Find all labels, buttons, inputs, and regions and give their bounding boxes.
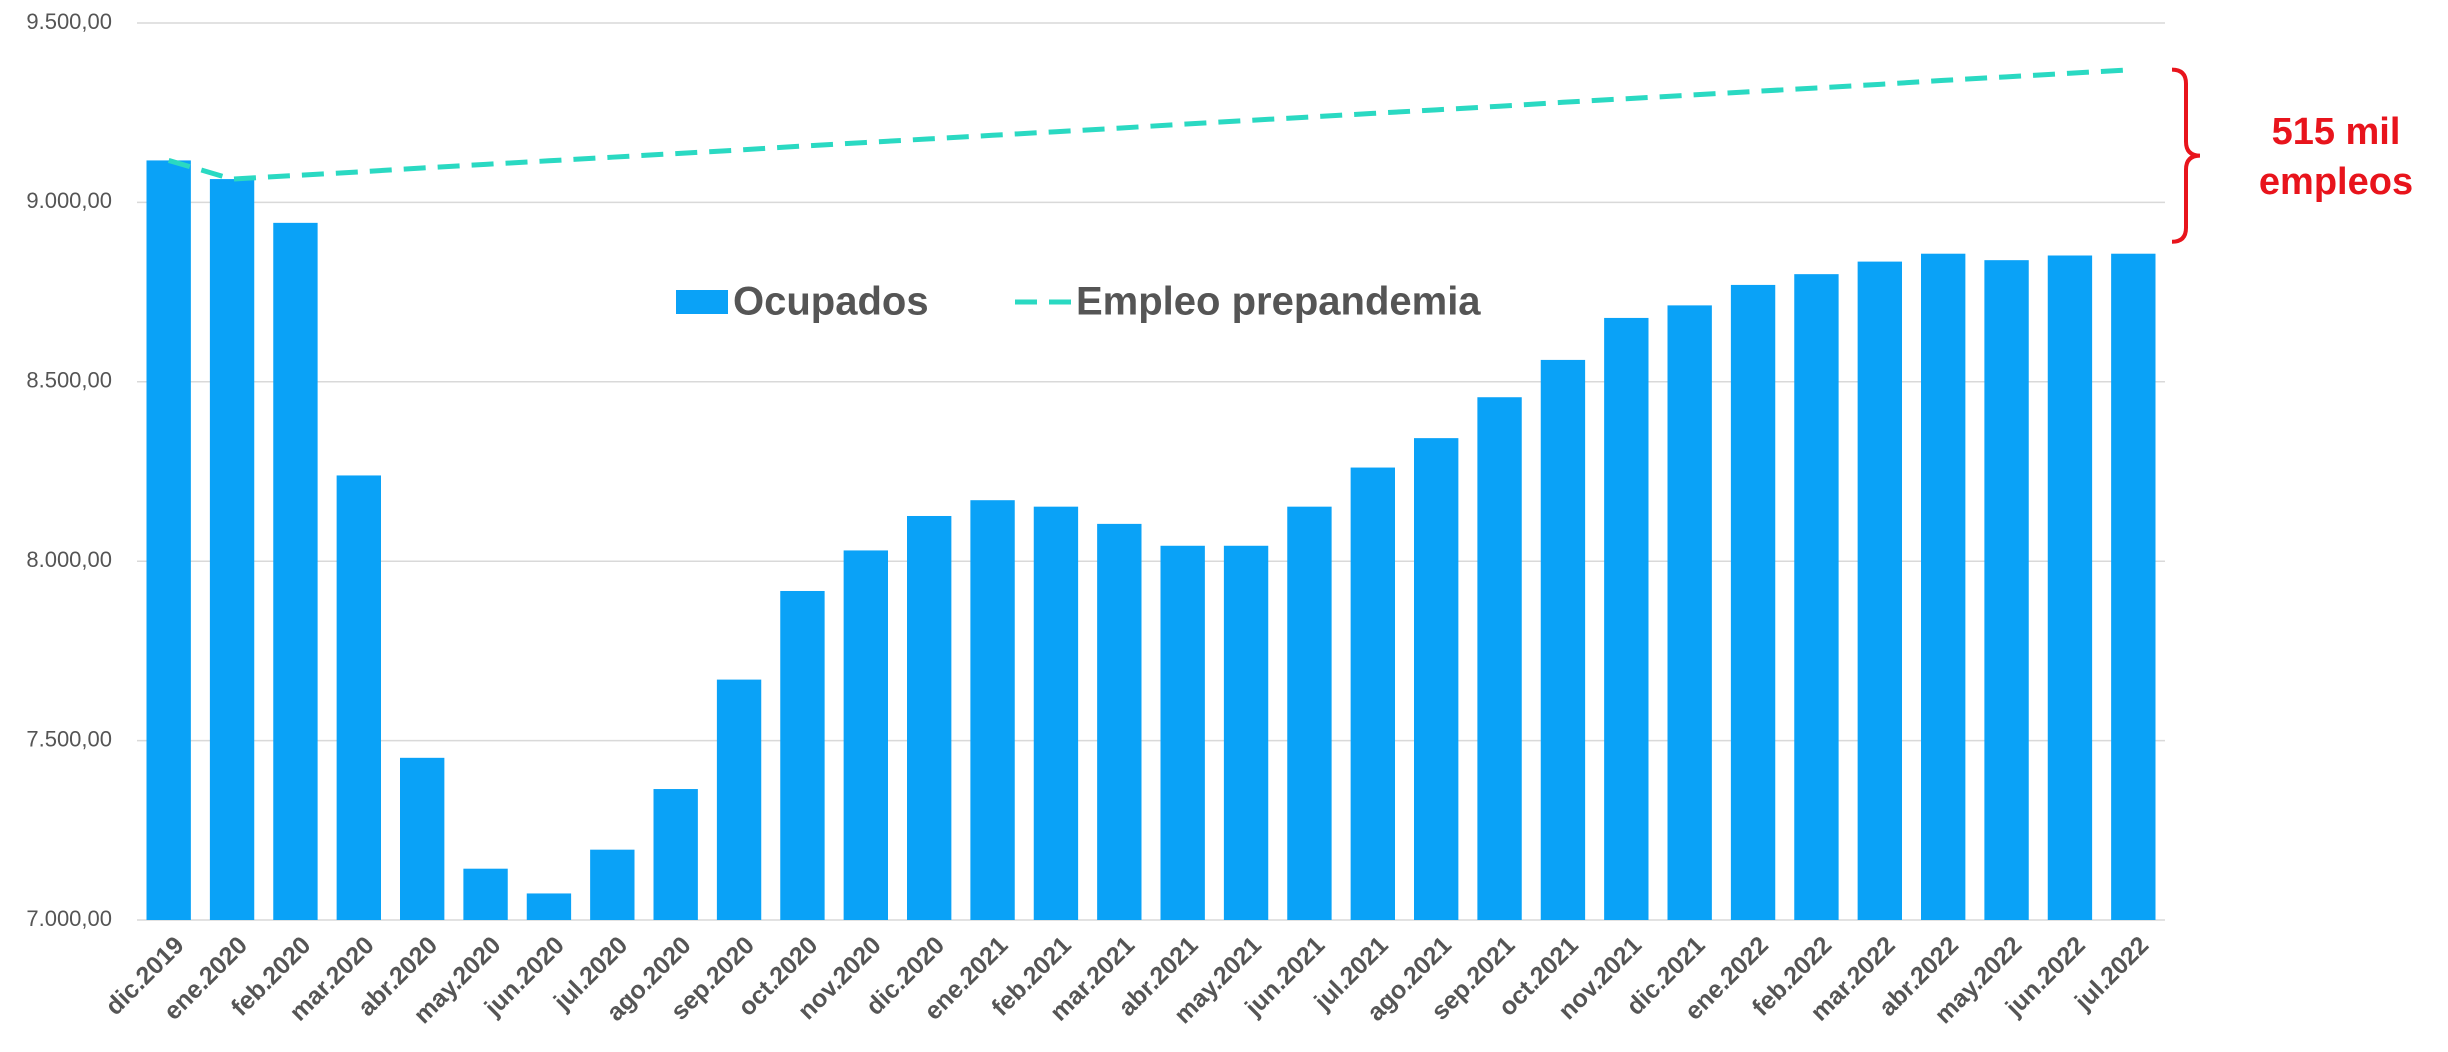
bar xyxy=(1667,305,1712,920)
y-tick-label: 7.500,00 xyxy=(26,726,112,751)
bar xyxy=(273,222,318,921)
bar xyxy=(843,550,888,920)
bar xyxy=(907,515,952,920)
legend-label: Empleo prepandemia xyxy=(1076,280,1481,324)
bar xyxy=(780,590,825,920)
bar xyxy=(2047,255,2093,921)
bar xyxy=(1414,438,1459,920)
y-tick-label: 9.500,00 xyxy=(26,9,112,34)
bar xyxy=(1794,274,1839,920)
bar xyxy=(400,757,445,920)
bar xyxy=(1604,317,1649,920)
bar xyxy=(1160,545,1205,920)
legend-swatch xyxy=(676,290,728,314)
y-tick-label: 7.000,00 xyxy=(26,906,112,931)
legend-label: Ocupados xyxy=(733,280,929,324)
bar xyxy=(1477,397,1522,920)
line xyxy=(167,67,2134,182)
bar xyxy=(1287,506,1332,920)
bar xyxy=(590,849,635,920)
brace xyxy=(2171,67,2201,244)
bar xyxy=(716,679,762,920)
bar xyxy=(970,500,1015,920)
bar xyxy=(1033,506,1079,920)
bar xyxy=(209,179,255,920)
bar xyxy=(1984,260,2029,920)
annotation: 515 mil xyxy=(2272,111,2401,153)
bar xyxy=(1540,359,1586,920)
y-tick-label: 9.000,00 xyxy=(26,188,112,213)
bar xyxy=(1223,545,1269,920)
annotation: empleos xyxy=(2259,161,2413,203)
bar xyxy=(1097,523,1142,920)
bar xyxy=(1350,467,1395,920)
bar xyxy=(1730,284,1776,920)
y-tick-label: 8.500,00 xyxy=(26,368,112,393)
bar xyxy=(336,475,381,920)
y-tick-label: 8.000,00 xyxy=(26,547,112,572)
bar xyxy=(463,868,508,920)
bar xyxy=(2111,253,2156,921)
bar xyxy=(526,893,572,920)
bar xyxy=(1921,253,1966,921)
bar xyxy=(1857,261,1902,920)
bar xyxy=(653,789,698,920)
bar xyxy=(146,160,191,920)
